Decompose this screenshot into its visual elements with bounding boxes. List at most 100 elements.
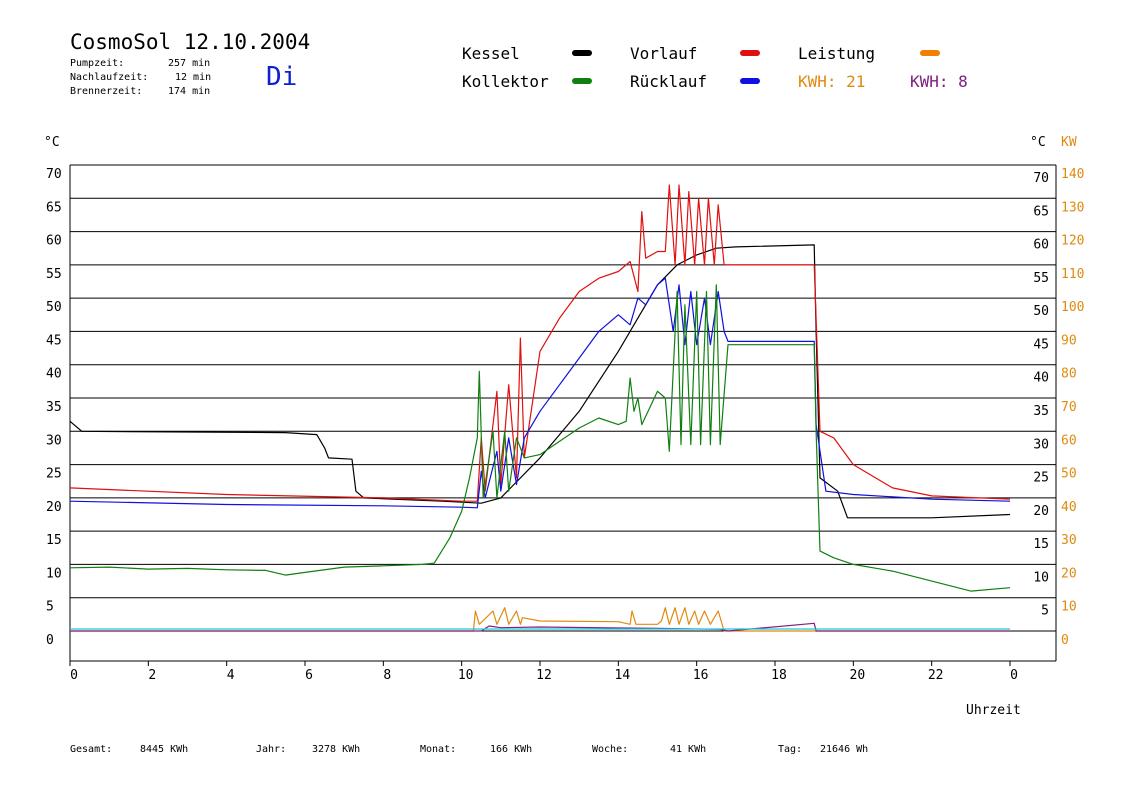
- y-tick-label-kw: 80: [1061, 367, 1077, 382]
- series-kessel: [69, 244, 1011, 519]
- tick-labels: 0 2 4 6 8 10 12 14 16 18 20 22 005101520253035404550…: [44, 135, 1084, 718]
- series-leistung: [70, 607, 1010, 632]
- x-tick-label: 14: [615, 668, 631, 683]
- y-tick-label-right: 70: [1033, 171, 1049, 186]
- footer-tag-label: Tag:: [778, 744, 803, 755]
- footer-woche-label: Woche:: [592, 744, 629, 755]
- x-tick-label: 6: [305, 668, 313, 683]
- y-tick-label-left: 30: [46, 433, 62, 448]
- y-axis-unit-left: °C: [44, 135, 60, 150]
- y-tick-label-left: 25: [46, 467, 62, 482]
- y-tick-label-left: 5: [46, 600, 54, 615]
- y-tick-label-kw: 50: [1061, 467, 1077, 482]
- legend-swatch-ruecklauf: [740, 78, 760, 84]
- legend-kwh-leistung: KWH: 21: [798, 72, 866, 91]
- x-tick-label: 20: [850, 668, 866, 683]
- x-tick-label: 12: [536, 668, 552, 683]
- x-tick-label: 4: [227, 668, 235, 683]
- footer-jahr-value: 3278 KWh: [312, 744, 361, 755]
- y-tick-label-kw: 60: [1061, 433, 1077, 448]
- y-tick-label-kw: 40: [1061, 500, 1077, 515]
- x-tick-label: 22: [928, 668, 944, 683]
- y-tick-label-right: 15: [1033, 537, 1049, 552]
- y-tick-label-kw: 90: [1061, 333, 1077, 348]
- stat-brennerzeit-value: 174 min: [168, 86, 211, 97]
- y-tick-label-left: 15: [46, 533, 62, 548]
- x-tick-label: 0: [70, 668, 78, 683]
- grid-lines: [70, 164, 1056, 599]
- legend-kwh-purple: KWH: 8: [910, 72, 968, 91]
- axes: [69, 165, 1057, 666]
- y-tick-label-left: 40: [46, 367, 62, 382]
- legend-label-vorlauf: Vorlauf: [630, 44, 698, 63]
- weekday-label: Di: [266, 62, 298, 92]
- y-axis-unit-right: °C: [1030, 135, 1046, 150]
- x-axis-label: Uhrzeit: [966, 703, 1021, 718]
- x-tick-label: 16: [693, 668, 709, 683]
- stat-brennerzeit-label: Brennerzeit:: [70, 86, 143, 97]
- y-tick-label-left: 35: [46, 400, 62, 415]
- y-tick-label-right: 5: [1041, 604, 1049, 619]
- y-tick-label-kw: 10: [1061, 600, 1077, 615]
- y-tick-label-right: 50: [1033, 304, 1049, 319]
- legend-label-kessel: Kessel: [462, 44, 520, 63]
- y-tick-label-left: 0: [46, 633, 54, 648]
- y-tick-label-right: 65: [1033, 204, 1049, 219]
- series-kwh-8: [70, 622, 1010, 632]
- y-tick-label-right: 60: [1033, 238, 1049, 253]
- footer-gesamt-label: Gesamt:: [70, 744, 113, 755]
- y-tick-label-left: 55: [46, 267, 62, 282]
- series-vorlauf: [69, 184, 1011, 502]
- y-tick-label-right: 30: [1033, 437, 1049, 452]
- legend-swatch-kessel: [572, 50, 592, 56]
- y-tick-label-right: 35: [1033, 404, 1049, 419]
- series-kollektor: [69, 284, 1011, 592]
- y-tick-label-kw: 100: [1061, 300, 1084, 315]
- stat-nachlaufzeit-label: Nachlaufzeit:: [70, 72, 149, 83]
- y-tick-label-kw: 20: [1061, 566, 1077, 581]
- x-tick-label: 18: [771, 668, 787, 683]
- legend-swatch-leistung: [920, 50, 940, 56]
- legend-swatch-kollektor: [572, 78, 592, 84]
- y-tick-label-right: 45: [1033, 337, 1049, 352]
- y-tick-label-left: 65: [46, 200, 62, 215]
- y-tick-label-left: 50: [46, 300, 62, 315]
- x-tick-label: 2: [148, 668, 156, 683]
- series-r-cklauf: [69, 277, 1011, 509]
- y-tick-label-kw: 120: [1061, 234, 1084, 249]
- legend-label-leistung: Leistung: [798, 44, 876, 63]
- y-tick-label-kw: 110: [1061, 267, 1084, 282]
- footer-jahr-label: Jahr:: [256, 744, 287, 755]
- footer-tag-value: 21646 Wh: [820, 744, 869, 755]
- y-tick-label-right: 25: [1033, 471, 1049, 486]
- y-tick-label-right: 40: [1033, 371, 1049, 386]
- stat-nachlaufzeit-value: 12 min: [175, 72, 212, 83]
- y-tick-label-left: 20: [46, 500, 62, 515]
- x-tick-label: 10: [458, 668, 474, 683]
- series-lines: [69, 184, 1011, 632]
- legend-swatch-vorlauf: [740, 50, 760, 56]
- footer-woche-value: 41 KWh: [670, 744, 707, 755]
- y-tick-label-right: 55: [1033, 271, 1049, 286]
- y-tick-label-kw: 140: [1061, 167, 1084, 182]
- footer-monat-label: Monat:: [420, 744, 457, 755]
- chart-title: CosmoSol 12.10.2004: [70, 30, 311, 54]
- y-tick-label-left: 10: [46, 566, 62, 581]
- y-tick-label-kw: 0: [1061, 633, 1069, 648]
- y-tick-label-right: 20: [1033, 504, 1049, 519]
- legend-label-kollektor: Kollektor: [462, 72, 549, 91]
- footer-gesamt-value: 8445 KWh: [140, 744, 189, 755]
- y-axis-unit-kw: KW: [1061, 135, 1077, 150]
- y-tick-label-kw: 130: [1061, 200, 1084, 215]
- footer-monat-value: 166 KWh: [490, 744, 533, 755]
- y-tick-label-right: 10: [1033, 570, 1049, 585]
- x-tick-label: 0: [1010, 668, 1018, 683]
- y-tick-label-kw: 70: [1061, 400, 1077, 415]
- stat-pumpzeit-label: Pumpzeit:: [70, 58, 125, 69]
- stat-pumpzeit-value: 257 min: [168, 58, 211, 69]
- y-tick-label-left: 45: [46, 333, 62, 348]
- legend-label-ruecklauf: Rücklauf: [630, 72, 708, 91]
- x-tick-label: 8: [383, 668, 391, 683]
- y-tick-label-left: 60: [46, 234, 62, 249]
